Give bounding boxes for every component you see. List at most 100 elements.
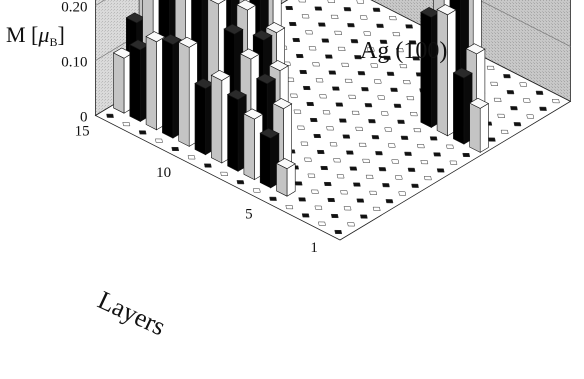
floor-marker bbox=[304, 157, 312, 162]
floor-marker bbox=[314, 205, 323, 210]
floor-marker bbox=[340, 190, 348, 195]
bar-top bbox=[145, 31, 166, 43]
bar-side bbox=[436, 9, 448, 137]
floor-marker bbox=[506, 90, 515, 95]
floor-marker bbox=[292, 37, 301, 43]
floor-marker bbox=[354, 55, 362, 60]
floor-marker bbox=[372, 7, 381, 12]
floor-marker bbox=[535, 90, 544, 95]
floor-marker bbox=[390, 87, 398, 92]
bar-top bbox=[239, 48, 260, 60]
bar-top bbox=[275, 158, 296, 170]
bar-side bbox=[145, 36, 157, 131]
floor-marker bbox=[285, 205, 294, 210]
bar-top bbox=[259, 127, 280, 139]
floor-marker bbox=[352, 182, 361, 187]
floor-marker bbox=[347, 222, 355, 227]
bar-face bbox=[286, 163, 296, 197]
floor-marker bbox=[302, 85, 311, 91]
y-tick-label: 0.20 bbox=[61, 0, 87, 16]
floor-marker bbox=[361, 87, 369, 92]
bar bbox=[194, 78, 215, 156]
bar-side bbox=[194, 82, 206, 156]
bar-top bbox=[226, 89, 247, 101]
floor-marker bbox=[343, 7, 352, 12]
bar bbox=[436, 4, 457, 137]
floor-marker bbox=[357, 71, 366, 76]
floor-marker bbox=[321, 38, 330, 43]
floor-marker bbox=[309, 117, 318, 123]
bar-top bbox=[125, 12, 146, 24]
floor-marker bbox=[318, 221, 326, 226]
floor-marker bbox=[539, 106, 547, 111]
floor-marker bbox=[334, 30, 343, 35]
bar-side bbox=[211, 74, 223, 164]
floor-marker bbox=[513, 122, 522, 127]
floor-marker bbox=[551, 99, 560, 104]
floor-marker bbox=[356, 0, 365, 4]
bar bbox=[178, 36, 199, 147]
floor-marker bbox=[377, 95, 386, 100]
floor-marker bbox=[323, 181, 332, 187]
bar-top bbox=[268, 60, 289, 72]
floor-marker bbox=[351, 110, 360, 115]
floor-marker bbox=[331, 86, 340, 91]
floor-marker bbox=[497, 113, 506, 118]
floor-marker bbox=[342, 134, 351, 139]
bar-top bbox=[178, 36, 199, 48]
floor-marker bbox=[334, 229, 343, 235]
bar bbox=[452, 67, 473, 145]
bar bbox=[259, 127, 280, 189]
floor-marker bbox=[411, 183, 419, 188]
floor-marker bbox=[519, 82, 528, 87]
floor-marker bbox=[386, 71, 395, 76]
floor-marker bbox=[343, 206, 352, 211]
floor-marker bbox=[314, 6, 323, 11]
floor-marker bbox=[462, 152, 471, 158]
bar-top bbox=[469, 97, 490, 109]
floor-marker bbox=[315, 78, 324, 83]
bar bbox=[469, 97, 490, 153]
bar-side bbox=[243, 113, 255, 181]
floor-marker bbox=[305, 30, 313, 35]
floor-marker bbox=[335, 102, 344, 107]
floor-marker bbox=[493, 97, 502, 102]
floor-marker bbox=[299, 69, 308, 75]
floor-marker bbox=[413, 128, 422, 133]
y-tick-label: 0.10 bbox=[61, 55, 87, 71]
floor-marker bbox=[405, 24, 414, 29]
floor-marker bbox=[393, 103, 402, 108]
bar-side bbox=[259, 132, 272, 189]
floor-marker bbox=[487, 137, 496, 142]
floor-marker bbox=[500, 129, 509, 134]
floor-marker bbox=[412, 56, 421, 61]
floor-marker bbox=[420, 160, 429, 165]
floor-marker bbox=[293, 109, 302, 114]
floor-marker bbox=[330, 213, 339, 219]
bar-side bbox=[129, 44, 141, 122]
floor-marker bbox=[409, 112, 418, 117]
floor-marker bbox=[330, 14, 339, 19]
floor-marker bbox=[337, 46, 346, 51]
floor-marker bbox=[320, 165, 329, 171]
floor-marker bbox=[326, 126, 334, 131]
floor-marker bbox=[395, 48, 404, 53]
floor-marker bbox=[369, 190, 378, 195]
bar bbox=[145, 31, 166, 131]
floor-marker bbox=[341, 62, 350, 67]
floor-marker bbox=[348, 94, 357, 99]
floor-marker bbox=[522, 98, 531, 103]
floor-marker bbox=[307, 173, 316, 178]
floor-marker bbox=[203, 163, 212, 168]
floor-marker bbox=[359, 214, 368, 219]
floor-marker bbox=[317, 22, 326, 27]
floor-marker bbox=[404, 151, 412, 156]
floor-marker bbox=[345, 150, 354, 155]
floor-marker bbox=[295, 53, 304, 59]
floor-marker bbox=[392, 32, 401, 37]
floor-marker bbox=[269, 196, 277, 201]
floor-marker bbox=[486, 65, 495, 70]
bar-top bbox=[420, 6, 441, 18]
floor-marker bbox=[380, 111, 389, 116]
bar-top bbox=[223, 23, 244, 35]
